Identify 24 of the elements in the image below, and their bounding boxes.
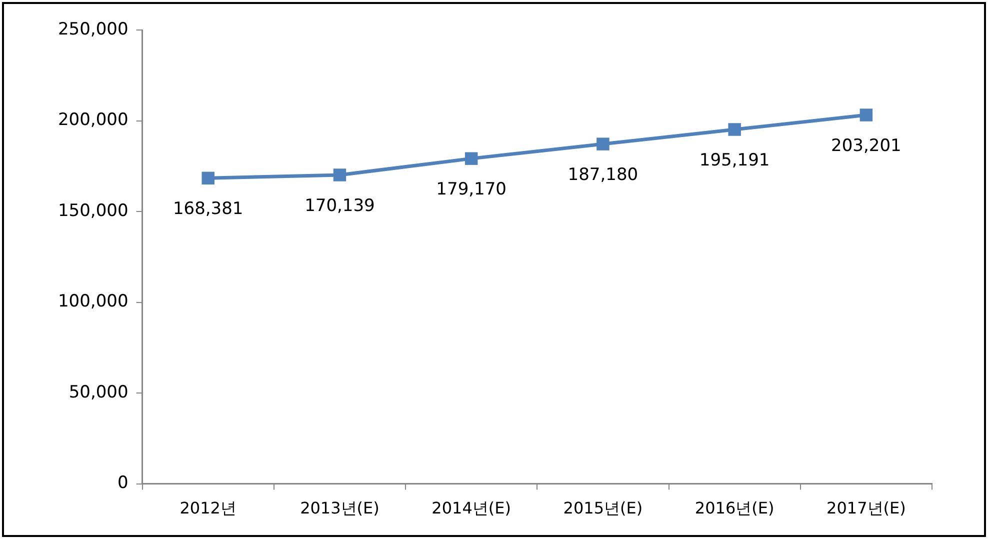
point: [333, 168, 346, 182]
x-tick-label: 2016년(E): [694, 498, 774, 518]
point: [464, 152, 478, 165]
y-tick-label: 50,000: [68, 382, 128, 402]
y-tick-label: 0: [117, 473, 128, 494]
data-label: 187,180: [568, 164, 638, 185]
point: [202, 172, 214, 185]
y-tick-label: 150,000: [58, 200, 128, 221]
data-label: 195,191: [699, 150, 770, 170]
point: [728, 123, 741, 136]
data-label: 179,170: [436, 179, 506, 200]
x-tick-label: 2014년(E): [432, 498, 511, 518]
x-tick-label: 2017년(E): [826, 498, 906, 518]
data-label: 203,201: [831, 136, 902, 156]
data-label: 170,139: [304, 196, 375, 216]
x-tick-label: 2015년(E): [563, 498, 643, 518]
y-tick-label: 250,000: [58, 19, 128, 40]
y-tick-label: 100,000: [58, 292, 128, 312]
data-label: 168,381: [172, 199, 244, 220]
x-tick-label: 2012년: [180, 498, 236, 518]
y-tick-label: 200,000: [58, 110, 128, 130]
x-tick-label: 2013년(E): [300, 498, 380, 518]
point: [860, 108, 873, 122]
point: [596, 138, 610, 150]
